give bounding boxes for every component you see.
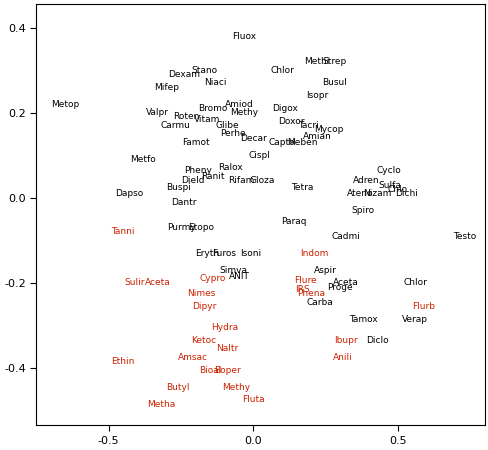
Text: Buspi: Buspi bbox=[165, 183, 190, 192]
Text: Bioal: Bioal bbox=[198, 365, 221, 374]
Text: Famot: Famot bbox=[182, 138, 209, 147]
Text: Amiod: Amiod bbox=[224, 99, 253, 108]
Text: Isoni: Isoni bbox=[240, 248, 261, 257]
Text: Nimes: Nimes bbox=[187, 289, 215, 298]
Text: Carba: Carba bbox=[306, 297, 333, 306]
Text: Sulir: Sulir bbox=[124, 279, 144, 288]
Text: ANIT: ANIT bbox=[228, 272, 249, 281]
Text: Busul: Busul bbox=[321, 78, 346, 87]
Text: Naltr: Naltr bbox=[216, 344, 238, 353]
Text: Niaci: Niaci bbox=[204, 78, 226, 87]
Text: Methy: Methy bbox=[230, 108, 258, 117]
Text: Capto: Capto bbox=[268, 138, 295, 147]
Text: Ketoc: Ketoc bbox=[191, 336, 216, 345]
Text: Tacri: Tacri bbox=[297, 121, 318, 130]
Text: Aspir: Aspir bbox=[314, 266, 336, 274]
Text: Spiro: Spiro bbox=[351, 206, 374, 215]
Text: Gloza: Gloza bbox=[249, 176, 274, 185]
Text: Aceta: Aceta bbox=[144, 279, 170, 288]
Text: Decar: Decar bbox=[240, 134, 266, 143]
Text: Anili: Anili bbox=[332, 353, 352, 362]
Text: Nizam: Nizam bbox=[363, 189, 391, 198]
Text: Pheny: Pheny bbox=[184, 166, 212, 175]
Text: Dantr: Dantr bbox=[171, 198, 196, 207]
Text: Butyl: Butyl bbox=[166, 382, 189, 392]
Text: Ethin: Ethin bbox=[111, 357, 135, 366]
Text: Amian: Amian bbox=[302, 131, 331, 140]
Text: Strep: Strep bbox=[322, 57, 346, 66]
Text: Ranit: Ranit bbox=[201, 172, 224, 181]
Text: Tamox: Tamox bbox=[348, 315, 377, 324]
Text: Rifam: Rifam bbox=[228, 176, 254, 185]
Text: Ibupr: Ibupr bbox=[333, 336, 357, 345]
Text: Diclo: Diclo bbox=[366, 336, 388, 345]
Text: Isopr: Isopr bbox=[305, 91, 327, 100]
Text: Tanni: Tanni bbox=[111, 227, 135, 236]
Text: Vitam: Vitam bbox=[193, 115, 220, 124]
Text: Dield: Dield bbox=[181, 176, 204, 185]
Text: Dexam: Dexam bbox=[167, 70, 200, 79]
Text: Fluox: Fluox bbox=[232, 32, 256, 40]
Text: Metfo: Metfo bbox=[130, 155, 156, 164]
Text: Proge: Proge bbox=[326, 283, 352, 292]
Text: Flure: Flure bbox=[293, 276, 316, 285]
Text: Etopo: Etopo bbox=[188, 223, 214, 232]
Text: IRS: IRS bbox=[295, 285, 309, 294]
Text: Hydra: Hydra bbox=[210, 323, 238, 332]
Text: Cispl: Cispl bbox=[248, 151, 269, 160]
Text: Flurb: Flurb bbox=[412, 302, 435, 311]
Text: Perhe: Perhe bbox=[220, 130, 245, 139]
Text: Carmu: Carmu bbox=[160, 121, 190, 130]
Text: Stano: Stano bbox=[191, 66, 217, 75]
Text: Phena: Phena bbox=[297, 289, 325, 298]
Text: Digox: Digox bbox=[272, 104, 298, 113]
Text: Meben: Meben bbox=[287, 138, 317, 147]
Text: Bromo: Bromo bbox=[198, 104, 227, 113]
Text: Cyclo: Cyclo bbox=[376, 166, 401, 175]
Text: Indom: Indom bbox=[299, 248, 327, 257]
Text: Simva: Simva bbox=[219, 266, 246, 274]
Text: Sulfa: Sulfa bbox=[377, 180, 400, 189]
Text: Dapso: Dapso bbox=[115, 189, 143, 198]
Text: Fluta: Fluta bbox=[242, 396, 264, 405]
Text: Cadmi: Cadmi bbox=[331, 232, 360, 241]
Text: Glibe: Glibe bbox=[215, 121, 239, 130]
Text: Doxor: Doxor bbox=[277, 117, 304, 126]
Text: Roten: Roten bbox=[173, 112, 200, 122]
Text: Ateno: Ateno bbox=[346, 189, 373, 198]
Text: Ralox: Ralox bbox=[217, 163, 242, 172]
Text: Dichi: Dichi bbox=[394, 189, 417, 198]
Text: Chlor: Chlor bbox=[270, 66, 294, 75]
Text: Mycop: Mycop bbox=[313, 125, 343, 134]
Text: Verap: Verap bbox=[402, 315, 427, 324]
Text: Mifep: Mifep bbox=[154, 83, 179, 92]
Text: Testo: Testo bbox=[452, 232, 475, 241]
Text: Methy: Methy bbox=[222, 382, 249, 392]
Text: Amsac: Amsac bbox=[177, 353, 207, 362]
Text: Aceta: Aceta bbox=[332, 279, 358, 288]
Text: Valpr: Valpr bbox=[146, 108, 169, 117]
Text: Tetra: Tetra bbox=[291, 183, 313, 192]
Text: Furos: Furos bbox=[212, 248, 236, 257]
Text: Paraq: Paraq bbox=[281, 216, 306, 225]
Text: Metop: Metop bbox=[51, 99, 79, 108]
Text: Adren: Adren bbox=[352, 176, 379, 185]
Text: Methi: Methi bbox=[304, 57, 329, 66]
Text: Dipyr: Dipyr bbox=[192, 302, 216, 311]
Text: Purmy: Purmy bbox=[166, 223, 195, 232]
Text: Boper: Boper bbox=[213, 365, 240, 374]
Text: Chlor: Chlor bbox=[403, 279, 427, 288]
Text: Chlo: Chlo bbox=[387, 185, 407, 194]
Text: Metha: Metha bbox=[146, 400, 175, 409]
Text: Eryth: Eryth bbox=[195, 248, 219, 257]
Text: Cypro: Cypro bbox=[199, 274, 225, 283]
